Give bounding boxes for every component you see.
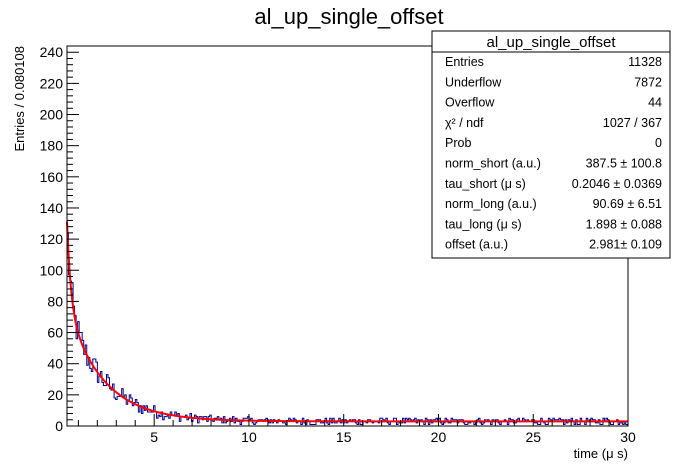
stats-row-value: 0: [655, 136, 662, 150]
x-tick-label: 25: [525, 429, 541, 445]
stats-box-frame: [431, 30, 671, 259]
stats-box: al_up_single_offset Entries 11328 Underflo…: [431, 30, 671, 259]
stats-row-value: 0.2046 ± 0.0369: [572, 177, 662, 191]
stats-row-value: 1.898 ± 0.088: [586, 217, 662, 231]
y-tick-label: 220: [40, 75, 64, 91]
stats-row-label: offset (a.u.): [445, 238, 508, 252]
stats-row-value: 387.5 ± 100.8: [586, 157, 662, 171]
stats-row-label: tau_short (μ s): [445, 177, 526, 191]
y-axis: 0 20 40 60 80 100 120 140 160 180 200 220 240: [40, 44, 79, 434]
stats-row-value: 7872: [634, 75, 662, 89]
stats-row-label: Entries: [445, 55, 484, 69]
stats-row-label: Overflow: [445, 96, 495, 110]
y-tick-label: 60: [47, 325, 63, 341]
stats-row-label: χ² / ndf: [445, 116, 484, 130]
y-axis-title: Entries / 0.080108: [12, 46, 27, 152]
y-tick-label: 240: [40, 44, 64, 60]
y-tick-label: 20: [47, 387, 63, 403]
x-tick-label: 10: [241, 429, 257, 445]
y-tick-label: 180: [40, 138, 64, 154]
stats-box-title: al_up_single_offset: [487, 34, 617, 51]
x-tick-label: 5: [150, 429, 158, 445]
y-tick-label: 80: [47, 293, 63, 309]
y-tick-label: 160: [40, 169, 64, 185]
stats-row-value: 44: [648, 96, 662, 110]
y-tick-label: 120: [40, 231, 64, 247]
y-tick-label: 100: [40, 262, 64, 278]
stats-row-label: Underflow: [445, 75, 502, 89]
fit-curve: [66, 221, 628, 423]
y-tick-label: 0: [55, 418, 63, 434]
x-axis: 5 10 15 20 25 30: [77, 414, 636, 445]
stats-row-label: norm_long (a.u.): [445, 197, 537, 211]
y-tick-label: 200: [40, 107, 64, 123]
fit-line: [66, 221, 628, 423]
y-tick-label: 140: [40, 200, 64, 216]
x-axis-title: time (μ s): [574, 446, 628, 461]
stats-row-value: 90.69 ± 6.51: [593, 197, 662, 211]
y-tick-label: 40: [47, 356, 63, 372]
stats-row-value: 2.981± 0.109: [589, 238, 662, 252]
stats-row-label: tau_long (μ s): [445, 217, 522, 231]
x-tick-label: 20: [431, 429, 447, 445]
stats-row-value: 11328: [628, 55, 662, 69]
x-tick-label: 15: [336, 429, 352, 445]
stats-row-value: 1027 / 367: [603, 116, 662, 130]
stats-row-label: Prob: [445, 136, 471, 150]
x-tick-label: 30: [620, 429, 636, 445]
chart-title: al_up_single_offset: [254, 4, 443, 29]
stats-row-label: norm_short (a.u.): [445, 157, 541, 171]
